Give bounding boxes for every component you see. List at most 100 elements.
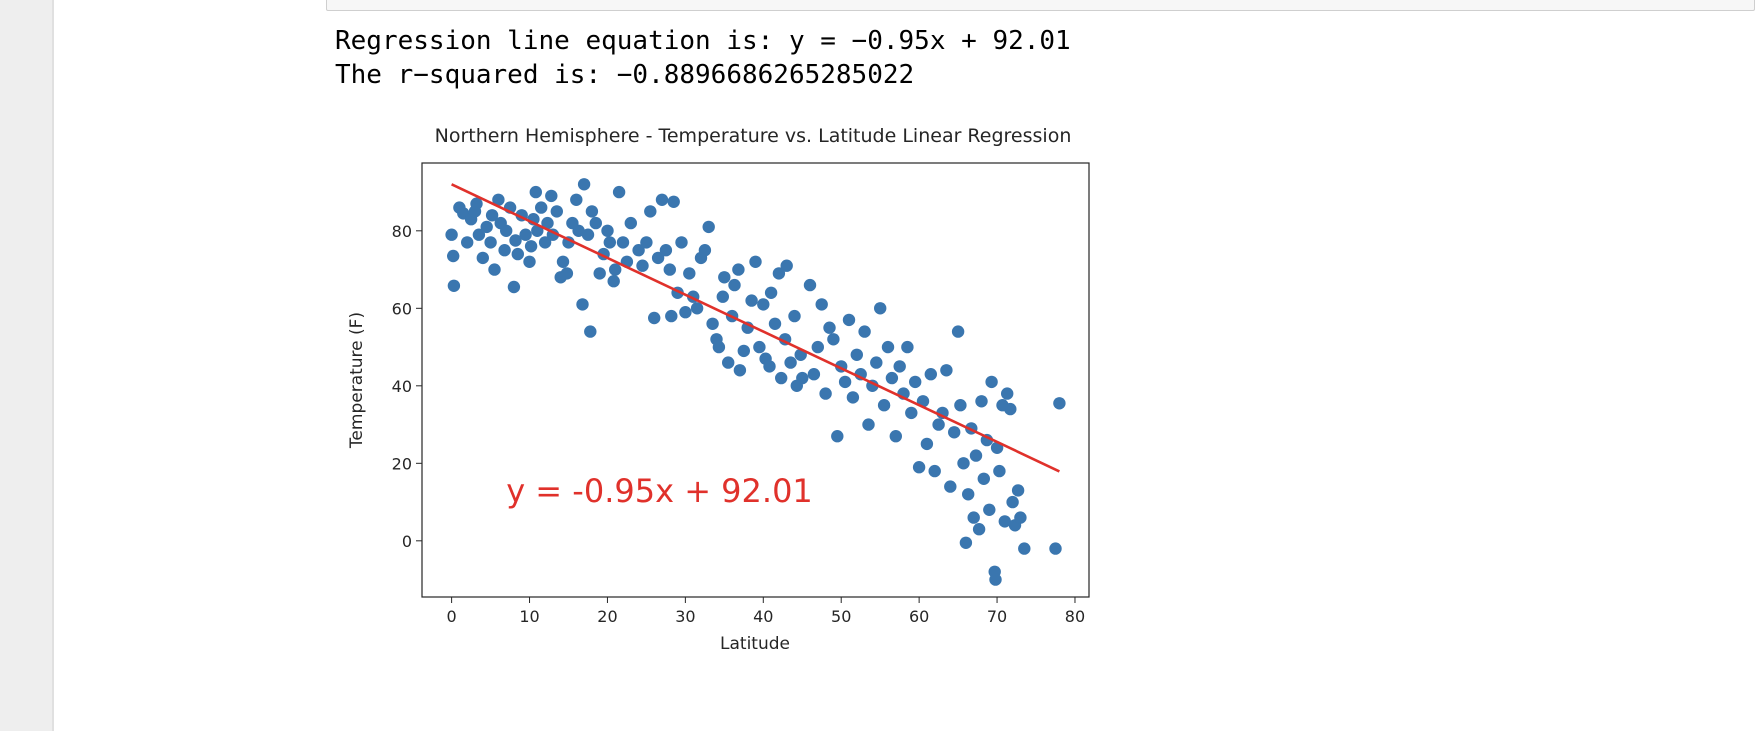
data-point xyxy=(985,375,998,389)
data-point xyxy=(616,236,630,249)
regression-annotation: y = -0.95x + 92.01 xyxy=(506,472,813,510)
data-point xyxy=(607,275,620,288)
data-point xyxy=(507,280,521,294)
data-point xyxy=(447,279,461,292)
data-point xyxy=(593,267,606,280)
data-point xyxy=(764,286,778,299)
data-point xyxy=(545,189,558,203)
data-point xyxy=(524,240,538,253)
y-tick-label: 80 xyxy=(392,222,412,241)
data-point xyxy=(511,247,524,261)
data-point xyxy=(932,418,945,431)
data-point xyxy=(763,360,776,373)
x-tick-label: 70 xyxy=(987,607,1007,626)
data-point xyxy=(967,511,980,524)
cell-output-text: Regression line equation is: y = −0.95x … xyxy=(335,24,1071,92)
data-point xyxy=(959,536,973,549)
axes-frame xyxy=(421,162,1090,598)
data-point xyxy=(1006,495,1019,509)
data-point xyxy=(838,375,852,389)
y-tick-label: 20 xyxy=(392,454,412,473)
data-point xyxy=(940,364,953,377)
data-point xyxy=(612,185,626,199)
data-point xyxy=(675,236,688,249)
y-tick-label: 60 xyxy=(392,299,412,318)
data-point xyxy=(732,263,745,276)
chart-title: Northern Hemisphere - Temperature vs. La… xyxy=(435,125,1072,147)
data-point xyxy=(570,193,583,206)
data-point xyxy=(924,368,937,381)
data-point xyxy=(972,523,986,536)
y-tick-label: 40 xyxy=(392,377,412,396)
data-point xyxy=(823,321,836,334)
notebook-gutter-edge xyxy=(52,0,54,731)
data-point xyxy=(584,325,597,338)
data-point xyxy=(576,298,589,311)
data-point xyxy=(944,480,957,493)
data-point xyxy=(585,205,599,218)
data-point xyxy=(461,236,474,249)
x-tick-label: 20 xyxy=(597,607,617,626)
data-point xyxy=(796,371,809,385)
data-point xyxy=(1053,397,1066,410)
data-point xyxy=(1014,511,1027,524)
data-point xyxy=(753,340,766,354)
data-point xyxy=(550,205,563,218)
x-tick-label: 80 xyxy=(1065,607,1085,626)
data-point xyxy=(581,228,595,241)
x-axis: 0 10 20 30 40 50 60 70 80 xyxy=(447,597,1085,626)
x-tick-label: 40 xyxy=(753,607,773,626)
data-point xyxy=(831,430,844,443)
data-point xyxy=(803,278,817,292)
data-point xyxy=(667,195,680,208)
data-point xyxy=(492,193,505,206)
data-point xyxy=(665,309,678,323)
data-point xyxy=(807,368,821,381)
regression-equation-output: Regression line equation is: y = −0.95x … xyxy=(335,26,1071,56)
data-point xyxy=(472,228,486,241)
data-point xyxy=(877,399,891,412)
x-tick-label: 0 xyxy=(447,607,457,626)
data-point xyxy=(535,201,548,214)
data-point xyxy=(885,371,899,385)
data-point xyxy=(780,259,793,272)
data-point xyxy=(912,461,926,474)
data-point xyxy=(768,317,782,330)
x-tick-label: 30 xyxy=(675,607,695,626)
data-point xyxy=(842,313,856,327)
data-point xyxy=(476,251,489,265)
data-point xyxy=(954,399,967,412)
data-point xyxy=(733,364,747,377)
data-point xyxy=(706,317,719,330)
code-cell-input-area[interactable] xyxy=(326,0,1755,11)
data-point xyxy=(784,356,797,369)
data-point xyxy=(788,309,801,323)
data-point xyxy=(819,387,832,400)
data-point xyxy=(827,333,840,346)
data-point xyxy=(679,306,692,319)
data-point xyxy=(948,426,961,439)
data-point xyxy=(811,340,824,354)
data-point xyxy=(644,205,657,218)
data-point xyxy=(815,298,828,311)
data-point xyxy=(541,216,554,230)
data-point xyxy=(1049,542,1062,555)
data-point xyxy=(480,220,493,234)
data-point xyxy=(1011,484,1025,497)
x-tick-label: 60 xyxy=(909,607,929,626)
data-point xyxy=(556,255,570,268)
data-point xyxy=(690,302,704,315)
data-point xyxy=(989,573,1002,586)
data-point xyxy=(488,263,501,276)
data-point xyxy=(531,224,544,237)
data-point xyxy=(632,244,645,257)
data-point xyxy=(998,515,1011,528)
data-point xyxy=(850,348,863,361)
data-point xyxy=(716,290,729,303)
y-tick-label: 0 xyxy=(402,532,412,551)
data-point xyxy=(993,464,1006,478)
data-point xyxy=(969,449,983,462)
chart-svg: Northern Hemisphere - Temperature vs. La… xyxy=(347,125,1090,654)
data-point xyxy=(683,267,696,280)
data-point xyxy=(870,356,883,369)
